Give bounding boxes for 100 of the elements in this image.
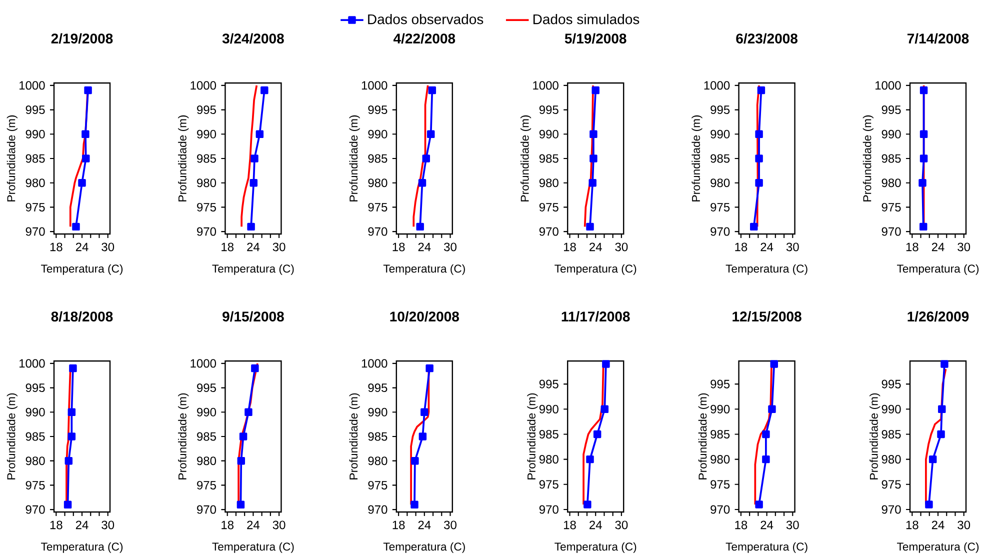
- legend-label: Dados observados: [368, 14, 484, 24]
- x-tick-label: 24: [760, 242, 774, 252]
- point: [590, 130, 598, 138]
- y-tick-label: 985: [539, 430, 558, 438]
- x-tick-label: 30: [958, 520, 970, 530]
- y-tick-label: 985: [882, 154, 901, 163]
- x-tick-label: 18: [564, 520, 576, 530]
- point: [920, 154, 928, 162]
- y-tick-label: 1000: [190, 359, 216, 368]
- point: [938, 405, 946, 414]
- y-tick-label: 970: [882, 505, 901, 514]
- y-axis-title: Profundidade (m): [178, 393, 189, 480]
- y-tick-label: 970: [882, 227, 901, 236]
- x-axis-title: Temperatura (C): [212, 264, 294, 275]
- y-axis-title: Profundidade (m): [6, 393, 18, 480]
- y-tick-label: 975: [710, 202, 730, 212]
- y-tick-label: 985: [710, 154, 730, 163]
- y-tick-label: 975: [26, 480, 45, 490]
- y-tick-label: 995: [368, 106, 388, 114]
- y-axis-title: Profundidade (m): [698, 393, 709, 480]
- point: [919, 222, 928, 231]
- chart-title: 1/26/2009: [908, 311, 969, 322]
- point: [925, 500, 933, 508]
- y-tick-label: 970: [539, 505, 558, 514]
- y-axis-title: Profundidade (m): [527, 393, 538, 480]
- point: [592, 86, 600, 94]
- y-tick-label: 985: [368, 154, 388, 163]
- y-tick-label: 975: [710, 480, 730, 489]
- y-tick-label: 980: [197, 178, 216, 188]
- y-tick-label: 985: [368, 432, 388, 441]
- point: [755, 154, 763, 162]
- point: [84, 86, 92, 94]
- y-tick-label: 985: [882, 430, 901, 438]
- y-tick-label: 980: [539, 178, 558, 188]
- y-tick-label: 970: [368, 505, 388, 514]
- x-tick-label: 30: [615, 520, 628, 530]
- y-tick-label: 990: [710, 404, 730, 414]
- point: [68, 408, 76, 416]
- point: [755, 178, 763, 187]
- y-tick-label: 990: [882, 130, 901, 138]
- x-axis-title: Temperatura (C): [554, 542, 636, 553]
- y-tick-label: 995: [882, 380, 901, 388]
- x-tick-label: 30: [958, 242, 970, 252]
- chart-title: 8/18/2008: [51, 311, 113, 322]
- x-tick-label: 30: [444, 520, 456, 530]
- point: [237, 456, 246, 465]
- point: [770, 360, 778, 368]
- point: [937, 430, 945, 438]
- point: [920, 86, 928, 94]
- x-tick-label: 24: [247, 242, 260, 252]
- point: [64, 456, 73, 465]
- x-axis-title: Temperatura (C): [41, 264, 123, 275]
- point: [411, 456, 419, 465]
- y-tick-label: 975: [368, 202, 388, 212]
- y-tick-label: 995: [26, 384, 45, 392]
- y-axis-title: Profundidade (m): [349, 393, 360, 480]
- y-tick-label: 1000: [190, 81, 216, 90]
- y-tick-label: 1000: [362, 359, 388, 368]
- point: [82, 130, 90, 138]
- chart-title: 4/22/2008: [393, 33, 456, 44]
- legend-label: Dados simulados: [533, 14, 640, 24]
- point: [762, 430, 770, 438]
- point: [755, 130, 763, 138]
- x-tick-label: 24: [76, 242, 88, 252]
- x-tick-label: 24: [418, 520, 431, 530]
- point: [750, 222, 758, 231]
- point: [410, 500, 418, 509]
- chart-title: 3/24/2008: [222, 33, 284, 44]
- y-tick-label: 980: [882, 178, 901, 188]
- x-axis-title: Temperatura (C): [41, 542, 123, 553]
- point: [593, 430, 602, 438]
- y-tick-label: 980: [26, 456, 45, 466]
- y-tick-label: 990: [197, 130, 216, 138]
- point: [600, 405, 609, 414]
- y-tick-label: 1000: [20, 81, 45, 90]
- point: [755, 500, 763, 508]
- line-series: [240, 84, 258, 228]
- point: [426, 364, 434, 372]
- point: [256, 130, 264, 138]
- y-tick-label: 985: [710, 430, 730, 438]
- point: [586, 455, 594, 464]
- x-tick-label: 18: [564, 242, 576, 252]
- point: [420, 408, 428, 416]
- point: [762, 455, 770, 464]
- point: [920, 130, 928, 138]
- x-tick-label: 18: [735, 520, 748, 530]
- y-tick-label: 985: [197, 432, 216, 441]
- y-tick-label: 990: [539, 404, 558, 414]
- y-tick-label: 990: [368, 408, 388, 416]
- y-axis-title: Profundidade (m): [6, 115, 18, 202]
- x-tick-label: 18: [392, 242, 405, 252]
- chart-title: 6/23/2008: [736, 33, 798, 44]
- point: [928, 455, 937, 464]
- x-tick-label: 30: [102, 520, 114, 530]
- y-tick-label: 970: [539, 227, 558, 236]
- y-tick-label: 975: [882, 202, 901, 212]
- x-tick-label: 18: [222, 520, 234, 530]
- x-tick-label: 30: [786, 520, 799, 530]
- x-axis-title: Temperatura (C): [897, 264, 979, 275]
- x-tick-label: 18: [392, 520, 405, 530]
